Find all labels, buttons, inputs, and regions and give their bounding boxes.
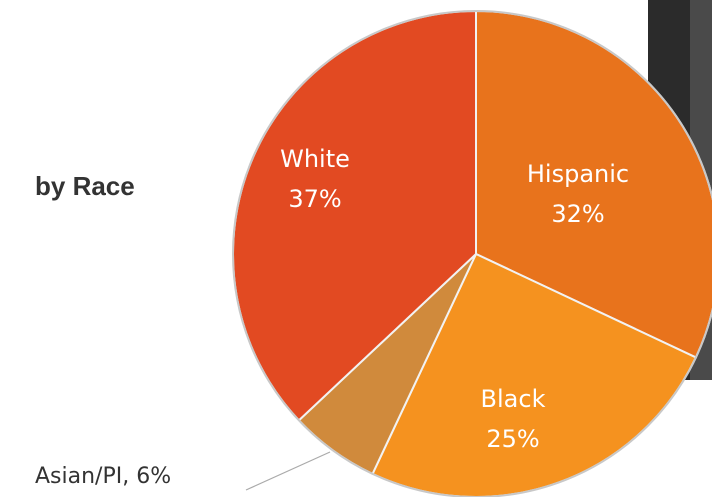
leader-line bbox=[246, 452, 330, 490]
slice-label-separator: , bbox=[122, 464, 136, 489]
slice-label: Asian/PI, 6% bbox=[35, 464, 171, 489]
slice-label-name: Asian/PI bbox=[35, 464, 122, 489]
slice-value-label: 32% bbox=[551, 200, 604, 228]
slice-label: Hispanic bbox=[527, 160, 629, 188]
slice-value-label: 37% bbox=[288, 185, 341, 213]
slice-value-label: 25% bbox=[486, 425, 539, 453]
page: {"chart_data": {"type": "pie", "title": … bbox=[0, 0, 712, 497]
chart-title: by Race bbox=[35, 171, 135, 201]
chart: by Race Hispanic 32% Black 25% Asian/PI, 6% W… bbox=[0, 0, 712, 497]
slice-label-value: 6% bbox=[136, 464, 171, 489]
slice-label: Black bbox=[481, 385, 546, 413]
slice-label: White bbox=[280, 145, 350, 173]
